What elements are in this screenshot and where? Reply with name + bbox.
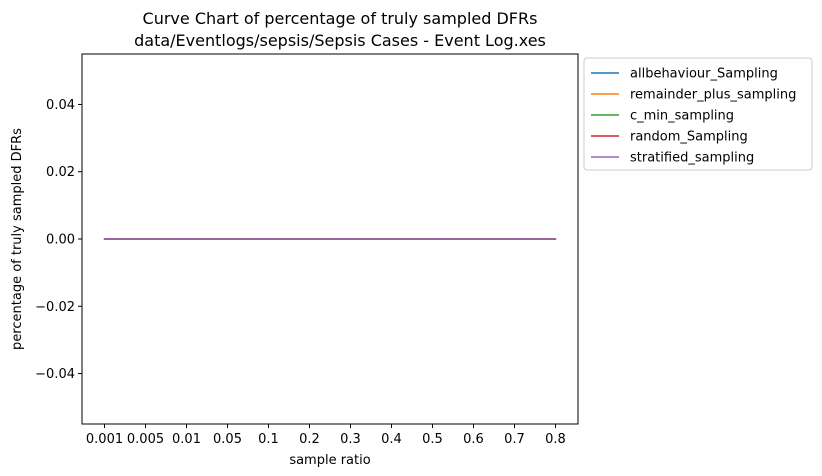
data-point	[513, 238, 516, 240]
y-axis-label: percentage of truly sampled DFRs	[10, 128, 25, 350]
legend-label: c_min_sampling	[630, 109, 734, 124]
x-tick-label: 0.5	[422, 432, 443, 447]
x-tick-label: 0.3	[340, 432, 361, 447]
y-tick-label: −0.04	[35, 367, 75, 382]
x-tick-label: 0.7	[504, 432, 525, 447]
x-tick-label: 0.1	[258, 432, 279, 447]
data-point	[554, 238, 557, 240]
plot-frame	[81, 53, 579, 425]
chart-subtitle: data/Eventlogs/sepsis/Sepsis Cases - Eve…	[134, 31, 546, 50]
chart-title: Curve Chart of percentage of truly sampl…	[143, 9, 538, 28]
x-tick-label: 0.005	[127, 432, 164, 447]
y-tick-label: 0.04	[46, 98, 75, 113]
data-point	[472, 238, 475, 240]
x-tick-label: 0.4	[381, 432, 402, 447]
y-tick-label: 0.00	[46, 233, 75, 248]
legend-label: stratified_sampling	[630, 151, 754, 166]
x-tick-label: 0.6	[463, 432, 484, 447]
data-point	[144, 238, 147, 240]
data-point	[308, 238, 311, 240]
legend-label: random_Sampling	[630, 130, 748, 145]
x-axis-label: sample ratio	[289, 453, 370, 468]
y-tick-label: −0.02	[35, 300, 75, 315]
y-tick-label: 0.02	[46, 165, 75, 180]
data-point	[390, 238, 393, 240]
legend-label: allbehaviour_Sampling	[630, 67, 778, 82]
legend-box	[583, 57, 813, 171]
data-point	[226, 238, 229, 240]
data-point	[185, 238, 188, 240]
legend-label: remainder_plus_sampling	[630, 88, 796, 103]
data-point	[267, 238, 270, 240]
data-point	[349, 238, 352, 240]
plot-area: 0.001 0.005 0.01 0.05 0.1 0.2 0.3 0.4 0.5 0.6 0.7 0…	[35, 98, 566, 447]
x-tick-label: 0.2	[299, 432, 320, 447]
x-tick-label: 0.05	[213, 432, 242, 447]
x-tick-label: 0.001	[86, 432, 123, 447]
legend: allbehaviour_Sampling remainder_plus_samp…	[583, 57, 813, 171]
x-tick-label: 0.01	[172, 432, 201, 447]
data-point	[103, 238, 106, 240]
x-tick-label: 0.8	[545, 432, 566, 447]
data-point	[431, 238, 434, 240]
